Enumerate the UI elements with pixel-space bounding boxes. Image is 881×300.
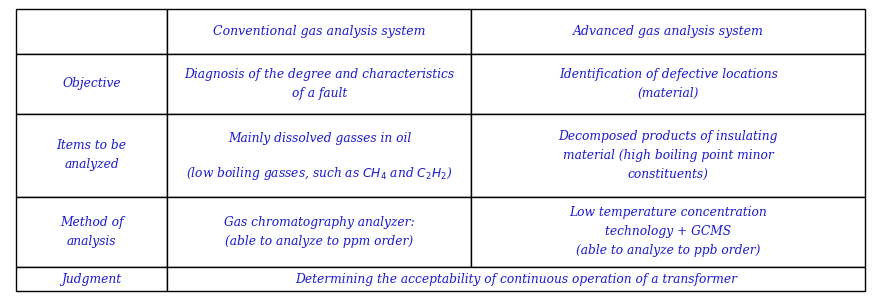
Bar [167, 196, 471, 267]
Text: Gas chromatography analyzer:
(able to analyze to ppm order): Gas chromatography analyzer: (able to an… [224, 216, 415, 248]
Text: Objective: Objective [63, 77, 121, 91]
Bar [16, 9, 167, 54]
Bar [16, 267, 167, 291]
Text: Items to be
analyzed: Items to be analyzed [56, 139, 127, 171]
Text: Judgment: Judgment [62, 272, 122, 286]
Text: (low boiling gasses, such as $\mathit{CH_4}$ and $\mathit{C_2H_2}$): (low boiling gasses, such as $\mathit{CH… [186, 165, 453, 182]
Text: Decomposed products of insulating
material (high boiling point minor
constituent: Decomposed products of insulating materi… [559, 130, 778, 181]
Text: Diagnosis of the degree and characteristics
of a fault: Diagnosis of the degree and characterist… [184, 68, 455, 100]
Bar [471, 9, 865, 54]
Text: Advanced gas analysis system: Advanced gas analysis system [573, 25, 764, 38]
Text: Method of
analysis: Method of analysis [60, 216, 123, 248]
Text: Determining the acceptability of continuous operation of a transformer: Determining the acceptability of continu… [295, 272, 737, 286]
Bar [471, 196, 865, 267]
Bar [167, 114, 471, 196]
Text: Identification of defective locations
(material): Identification of defective locations (m… [559, 68, 778, 100]
Text: Low temperature concentration
technology + GCMS
(able to analyze to ppb order): Low temperature concentration technology… [569, 206, 767, 257]
Bar [16, 114, 167, 196]
Bar [471, 54, 865, 114]
Bar [167, 267, 865, 291]
Bar [167, 9, 471, 54]
Bar [16, 196, 167, 267]
Bar [16, 54, 167, 114]
Bar [167, 54, 471, 114]
Text: Mainly dissolved gasses in oil: Mainly dissolved gasses in oil [227, 132, 411, 145]
Bar [471, 114, 865, 196]
Text: Conventional gas analysis system: Conventional gas analysis system [213, 25, 426, 38]
